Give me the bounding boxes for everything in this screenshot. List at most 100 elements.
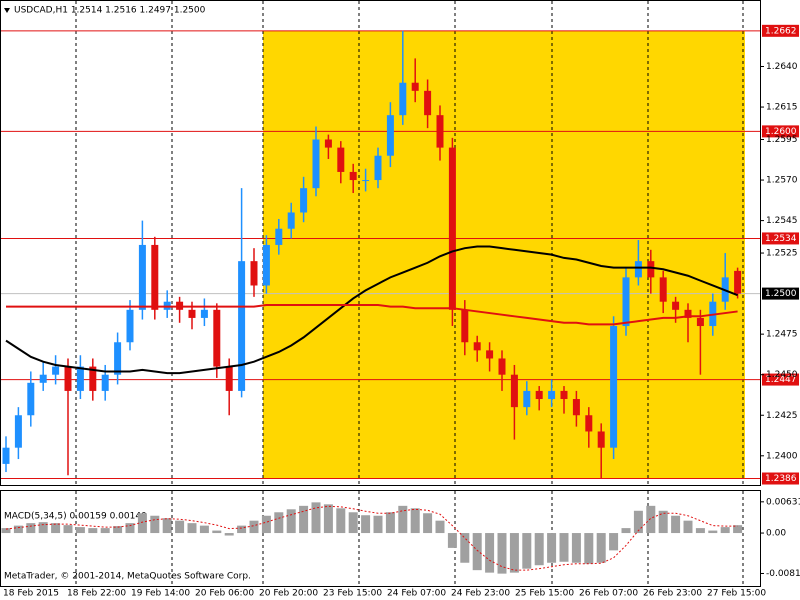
candle-body (300, 188, 308, 213)
menu-arrow[interactable] (4, 8, 10, 13)
macd-bar (559, 533, 569, 562)
candle-body (498, 358, 506, 375)
macd-bar (125, 523, 135, 534)
macd-bar (695, 528, 705, 534)
x-tick-label: 26 Feb 23:00 (643, 589, 702, 599)
macd-panel (0, 490, 761, 587)
candle-body (250, 261, 258, 286)
macd-bar (472, 533, 482, 571)
macd-bar (237, 525, 247, 534)
candle-body (696, 317, 704, 327)
macd-bar (485, 533, 495, 573)
candle-body (374, 155, 382, 181)
macd-bar (38, 522, 48, 534)
macd-bar (249, 520, 259, 534)
macd-bar (398, 505, 408, 534)
x-tick-label: 19 Feb 14:00 (131, 589, 190, 599)
candle-body (275, 228, 283, 245)
macd-bar (75, 527, 85, 534)
macd-bar (1, 528, 11, 534)
candle-body (684, 309, 692, 318)
candle-body (225, 366, 233, 391)
macd-bar (522, 533, 532, 569)
candle-body (622, 277, 630, 327)
candle-body (647, 261, 655, 278)
macd-bar (584, 533, 594, 564)
macd-bar (311, 502, 321, 534)
highlight-zone (263, 30, 745, 479)
candle-body (64, 366, 72, 391)
x-tick-label: 20 Feb 06:00 (195, 589, 254, 599)
y-tick-label: 1.2595 (766, 135, 798, 145)
y-tick-label: 1.2525 (766, 249, 798, 259)
macd-bar (547, 533, 557, 563)
candle-body (486, 350, 494, 359)
y-tick-label: 1.2570 (766, 176, 798, 186)
macd-bar (423, 513, 433, 534)
y-tick-label: 1.2475 (766, 330, 798, 340)
level-label-box (762, 373, 799, 386)
candle-body (114, 342, 122, 375)
candle-body (213, 309, 221, 367)
level-label: 1.2662 (765, 26, 797, 36)
candle-body (262, 244, 270, 286)
macd-bar (274, 512, 284, 534)
level-label-box (762, 232, 799, 245)
candle-body (151, 244, 159, 310)
candle-body (238, 261, 246, 391)
macd-bar (51, 523, 61, 534)
level-label: 1.2447 (765, 375, 797, 385)
macd-bar (720, 527, 730, 534)
x-tick-label: 23 Feb 15:00 (323, 589, 382, 599)
candle-body (585, 415, 593, 432)
copyright: MetaTrader, © 2001-2014, MetaQuotes Soft… (4, 572, 251, 582)
candle-body (523, 390, 531, 408)
macd-bar (26, 523, 36, 534)
macd-bar (187, 523, 197, 534)
macd-bar (348, 512, 358, 534)
macd-bar (497, 533, 507, 574)
macd-bar (671, 515, 681, 534)
candle-body (324, 139, 332, 148)
macd-bar (100, 528, 110, 534)
y-tick-label: 1.2450 (766, 370, 798, 380)
macd-bar (435, 520, 445, 534)
candle-body (138, 244, 146, 310)
macd-bar (212, 530, 222, 534)
y-tick-label: 1.2545 (766, 216, 798, 226)
candle-body (424, 90, 432, 116)
candle-body (535, 390, 543, 400)
macd-bar (199, 525, 209, 534)
level-label-box (762, 472, 799, 485)
macd-bar (385, 512, 395, 534)
candle-body (461, 309, 469, 343)
candle-body (448, 147, 456, 310)
macd-bar (609, 533, 619, 551)
candle-body (386, 115, 394, 156)
level-label: 1.2386 (765, 474, 797, 484)
macd-bar (63, 525, 73, 534)
y-tick-label: 1.2425 (766, 411, 798, 421)
macd-bar (336, 508, 346, 534)
candle-body (399, 82, 407, 116)
x-tick-label: 18 Feb 22:00 (67, 589, 126, 599)
candle-body (548, 390, 556, 400)
level-label-box (762, 125, 799, 138)
macd-bar (708, 530, 718, 534)
macd-bar (460, 533, 470, 563)
candle-body (572, 399, 580, 416)
level-label-box (762, 24, 799, 37)
macd-bar (658, 510, 668, 534)
moving-average (6, 303, 738, 326)
candle-body (634, 261, 642, 278)
macd-bar (633, 510, 643, 534)
candle-body (473, 342, 481, 351)
level-label: 1.2600 (765, 127, 797, 137)
candle-body (672, 301, 680, 310)
x-tick-label: 20 Feb 20:00 (259, 589, 318, 599)
candle-body (89, 366, 97, 391)
candle-body (126, 309, 134, 343)
candle-body (287, 212, 295, 229)
candle-body (337, 147, 345, 172)
